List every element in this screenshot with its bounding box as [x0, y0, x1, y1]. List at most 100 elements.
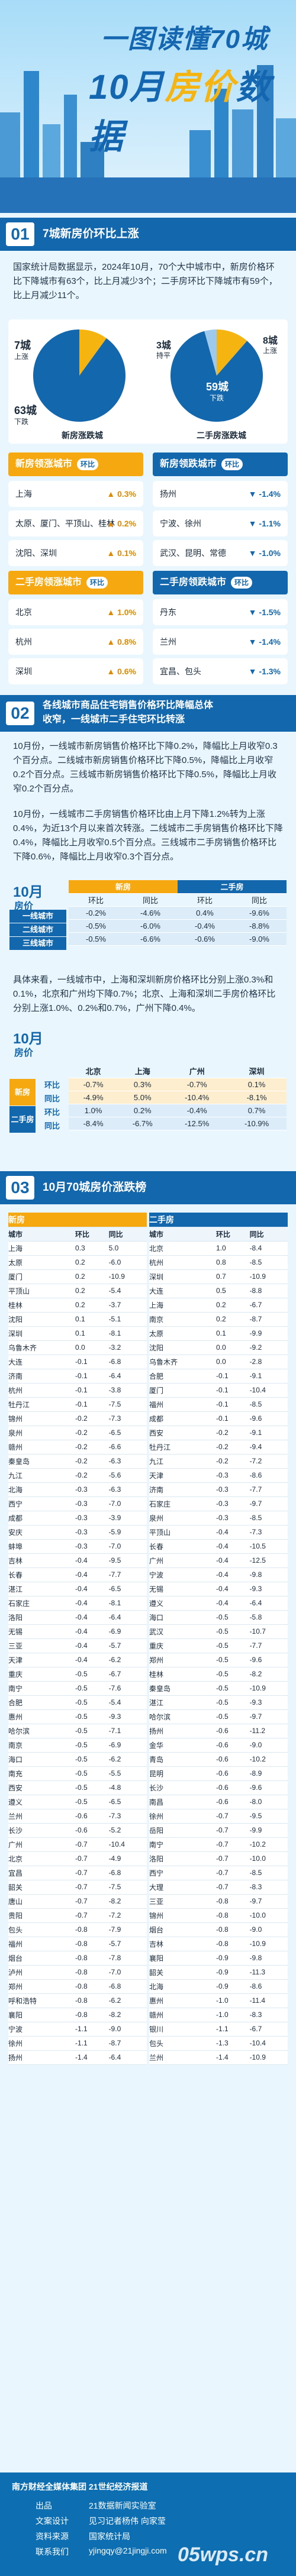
cell: -0.6: [75, 1809, 109, 1824]
cell: -1.4: [216, 2050, 250, 2065]
cell: -0.1: [75, 1397, 109, 1412]
pie-slice-flat: [204, 329, 217, 376]
tier-name: 一线城市: [9, 910, 66, 923]
cell: -6.4: [108, 1610, 147, 1625]
cell: -0.8: [75, 1965, 109, 1980]
group-label: 新房: [9, 1079, 36, 1106]
h-mom: 环比: [216, 1227, 250, 1242]
cell: 0.0: [75, 1340, 109, 1355]
cell: 桂林: [149, 1667, 217, 1682]
used-down-header: 二手房领跌城市 环比: [153, 571, 288, 594]
cell: -9.3: [249, 1695, 288, 1710]
cell: 遵义: [8, 1795, 76, 1809]
cell: 0.5: [216, 1284, 250, 1298]
cell: -6.8: [108, 1355, 147, 1369]
cell: -7.0: [108, 1497, 147, 1511]
pie-slice-up: [217, 329, 247, 376]
cell: 0.2: [75, 1255, 109, 1270]
pie-used-flat-label: 持平: [156, 351, 171, 360]
cell: -0.6: [216, 1780, 250, 1795]
table-row: 牡丹江 -0.2 -9.4: [149, 1440, 288, 1455]
table-row: 扬州 -1.4 -6.4: [8, 2050, 147, 2065]
table-row: 吉林 -0.8 -10.9: [149, 1937, 288, 1951]
pie-new-up-count: 7城: [14, 340, 31, 351]
pie-slice-down: [170, 331, 263, 422]
cell: 南充: [8, 1766, 76, 1781]
cell: -0.2: [75, 1426, 109, 1440]
tier-table-block: 10月 房价 新房 二手房 环比 同比 环比 同比 -0.2% -4.6% 0.4% -9.6%…: [9, 877, 287, 965]
cell: 重庆: [8, 1667, 76, 1682]
cell: -0.5: [216, 1667, 250, 1682]
cell: -0.5: [75, 1766, 109, 1781]
cell: -0.4: [75, 1624, 109, 1639]
cell: -8.2: [108, 2008, 147, 2022]
table-row: 海口 -0.5 -5.8: [149, 1610, 288, 1625]
cell: -0.4: [216, 1539, 250, 1554]
cell: 南宁: [149, 1837, 217, 1852]
cell: 海口: [8, 1752, 76, 1767]
cell: -0.8: [216, 1908, 250, 1923]
cell: -6.4: [108, 2050, 147, 2065]
cell: -7.8: [108, 1951, 147, 1966]
section-03-bar: 03 10月70城房价涨跌榜: [0, 1171, 296, 1204]
cell: 0.2: [216, 1312, 250, 1327]
h-city: 城市: [8, 1227, 76, 1242]
cell: -9.3: [249, 1582, 288, 1596]
city-name: 兰州: [160, 637, 176, 647]
cell: 武汉: [149, 1624, 217, 1639]
cell: -7.1: [108, 1724, 147, 1738]
cell: 赣州: [8, 1440, 76, 1455]
cell: -0.7: [75, 1837, 109, 1852]
cell: -5.8: [249, 1610, 288, 1625]
cell: -0.5: [75, 1752, 109, 1767]
new-down-row: 宁波、徐州 ▼ -1.1%: [153, 510, 288, 536]
city-row: -8.4% -6.7% -12.5% -10.9%: [69, 1117, 287, 1130]
city-name: 宜昌、包头: [160, 667, 201, 676]
cell: 无锡: [8, 1624, 76, 1639]
cell: -0.7: [75, 1894, 109, 1909]
cell: 泸州: [8, 1965, 76, 1980]
cell: 宁波: [149, 1567, 217, 1582]
table-row: 包头 -1.3 -10.4: [149, 2036, 288, 2051]
change-value: ▲ 0.8%: [107, 637, 136, 647]
cell: -0.6: [216, 1724, 250, 1738]
cell: 重庆: [149, 1638, 217, 1653]
cell: -0.1: [216, 1369, 250, 1384]
pie-new-caption: 新房涨跌城: [62, 431, 103, 440]
new-up-header: 新房领涨城市 环比: [8, 453, 143, 476]
cell: -0.9: [216, 1979, 250, 1994]
cell: -9.3: [108, 1709, 147, 1724]
cell: -0.7: [75, 1908, 109, 1923]
table-row: 天津 -0.3 -8.6: [149, 1468, 288, 1483]
change-value: ▼ -1.5%: [248, 607, 281, 617]
footer-val-2: 见习记者杨伟 向家莹: [89, 2516, 166, 2526]
tag-mom: 环比: [231, 576, 253, 589]
cell: -7.0: [108, 1965, 147, 1980]
table-row: 南充 -0.5 -5.5: [8, 1766, 147, 1781]
cell: -0.7: [216, 1809, 250, 1824]
col-new: 新房: [69, 880, 178, 894]
table-row: 西安 -0.5 -4.8: [8, 1780, 147, 1795]
h-yoy: 同比: [108, 1227, 147, 1242]
cell: 合肥: [8, 1695, 76, 1710]
table-row: 唐山 -0.7 -8.2: [8, 1894, 147, 1909]
table-row: 厦门 0.2 -10.9: [8, 1269, 147, 1284]
cell: 烟台: [8, 1951, 76, 1966]
city-row: 1.0% 0.2% -0.4% 0.7%: [69, 1104, 287, 1117]
used-table: 二手房 城市 环比 同比 北京 1.0 -8.4 杭州 0.8 -8.5 深圳 0.7 -10.9 大连…: [149, 1213, 288, 2065]
cell: -5.6: [108, 1468, 147, 1483]
table-row: 沈阳 0.0 -9.2: [149, 1340, 288, 1355]
cell: 深圳: [149, 1269, 217, 1284]
cell: 郑州: [8, 1979, 76, 1994]
pie-charts: [33, 329, 263, 422]
table-row: 洛阳 -0.7 -10.0: [149, 1851, 288, 1866]
cell: 太原: [8, 1255, 76, 1270]
cell: -0.2: [216, 1426, 250, 1440]
table-row: 襄阳 -0.8 -8.2: [8, 2008, 147, 2022]
cell: -0.5: [216, 1695, 250, 1710]
cell: 石家庄: [149, 1497, 217, 1511]
table-row: 武汉 -0.5 -10.7: [149, 1624, 288, 1639]
cell: -5.1: [108, 1312, 147, 1327]
cell: 安庆: [8, 1525, 76, 1540]
cell: 岳阳: [149, 1823, 217, 1838]
